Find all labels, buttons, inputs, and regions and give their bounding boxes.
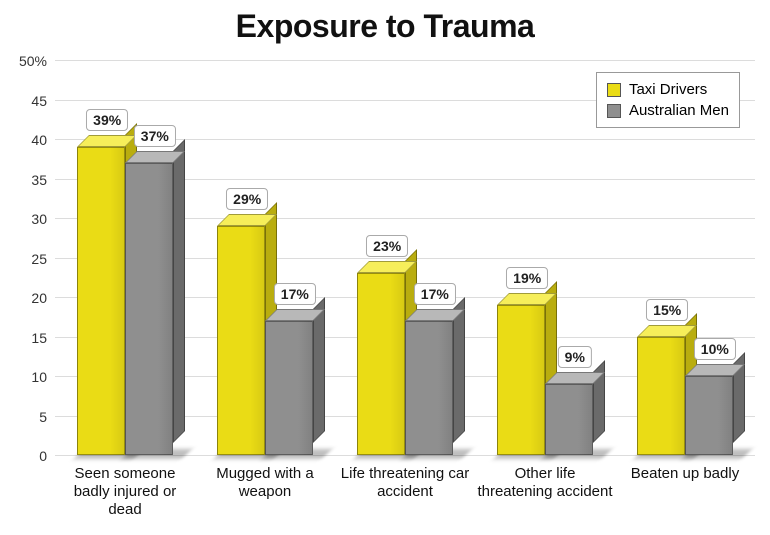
legend: Taxi Drivers Australian Men (596, 72, 740, 128)
y-tick-label: 5 (39, 409, 55, 425)
data-label: 15% (646, 299, 688, 321)
data-label: 23% (366, 235, 408, 257)
data-label: 17% (414, 283, 456, 305)
bar (405, 321, 453, 455)
data-label: 17% (274, 283, 316, 305)
data-label: 39% (86, 109, 128, 131)
bar (217, 226, 265, 455)
y-tick-label: 0 (39, 448, 55, 464)
x-tick-label: Mugged with a weapon (195, 465, 335, 501)
y-tick-label: 20 (31, 290, 55, 306)
y-tick-label: 25 (31, 251, 55, 267)
bar (357, 273, 405, 455)
bar (125, 163, 173, 455)
x-tick-label: Beaten up badly (615, 465, 755, 483)
grid-line: 50% (55, 60, 755, 61)
bar (545, 384, 593, 455)
x-tick-label: Life threatening car accident (335, 465, 475, 501)
legend-swatch (607, 83, 621, 97)
data-label: 19% (506, 267, 548, 289)
data-label: 29% (226, 188, 268, 210)
x-axis: Seen someone badly injured or deadMugged… (55, 455, 755, 535)
bar (77, 147, 125, 455)
y-tick-label: 10 (31, 369, 55, 385)
legend-label: Taxi Drivers (629, 81, 707, 98)
x-tick-label: Seen someone badly injured or dead (55, 465, 195, 519)
x-tick-label: Other life threatening accident (475, 465, 615, 501)
y-tick-label: 40 (31, 132, 55, 148)
legend-item: Australian Men (607, 100, 729, 121)
y-tick-label: 15 (31, 330, 55, 346)
legend-label: Australian Men (629, 102, 729, 119)
y-tick-label: 30 (31, 211, 55, 227)
legend-item: Taxi Drivers (607, 79, 729, 100)
bar (637, 337, 685, 456)
legend-swatch (607, 104, 621, 118)
chart-title: Exposure to Trauma (0, 8, 770, 45)
bar (265, 321, 313, 455)
y-tick-label: 35 (31, 172, 55, 188)
bar (497, 305, 545, 455)
y-tick-label: 45 (31, 93, 55, 109)
data-label: 10% (694, 338, 736, 360)
data-label: 9% (558, 346, 592, 368)
bar (685, 376, 733, 455)
trauma-exposure-chart: Exposure to Trauma 0 5 10 15 20 25 30 35 40 45 50%… (0, 0, 770, 535)
y-tick-label: 50% (19, 53, 55, 69)
data-label: 37% (134, 125, 176, 147)
